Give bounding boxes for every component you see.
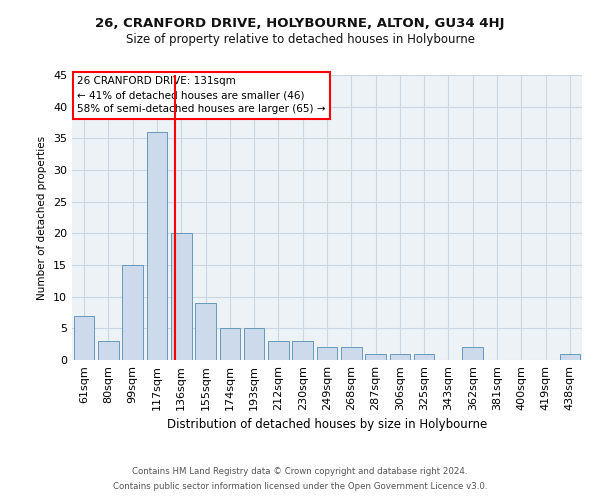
- Bar: [268, 341, 289, 360]
- Bar: [74, 316, 94, 360]
- Bar: [171, 234, 191, 360]
- Bar: [244, 328, 265, 360]
- Text: Size of property relative to detached houses in Holybourne: Size of property relative to detached ho…: [125, 32, 475, 46]
- Bar: [317, 348, 337, 360]
- Text: 26 CRANFORD DRIVE: 131sqm
← 41% of detached houses are smaller (46)
58% of semi-: 26 CRANFORD DRIVE: 131sqm ← 41% of detac…: [77, 76, 326, 114]
- Bar: [122, 265, 143, 360]
- Text: 26, CRANFORD DRIVE, HOLYBOURNE, ALTON, GU34 4HJ: 26, CRANFORD DRIVE, HOLYBOURNE, ALTON, G…: [95, 18, 505, 30]
- Bar: [146, 132, 167, 360]
- Bar: [220, 328, 240, 360]
- Bar: [292, 341, 313, 360]
- Bar: [195, 303, 216, 360]
- Bar: [98, 341, 119, 360]
- X-axis label: Distribution of detached houses by size in Holybourne: Distribution of detached houses by size …: [167, 418, 487, 432]
- Bar: [389, 354, 410, 360]
- Bar: [365, 354, 386, 360]
- Text: Contains public sector information licensed under the Open Government Licence v3: Contains public sector information licen…: [113, 482, 487, 491]
- Bar: [341, 348, 362, 360]
- Bar: [463, 348, 483, 360]
- Y-axis label: Number of detached properties: Number of detached properties: [37, 136, 47, 300]
- Text: Contains HM Land Registry data © Crown copyright and database right 2024.: Contains HM Land Registry data © Crown c…: [132, 467, 468, 476]
- Bar: [560, 354, 580, 360]
- Bar: [414, 354, 434, 360]
